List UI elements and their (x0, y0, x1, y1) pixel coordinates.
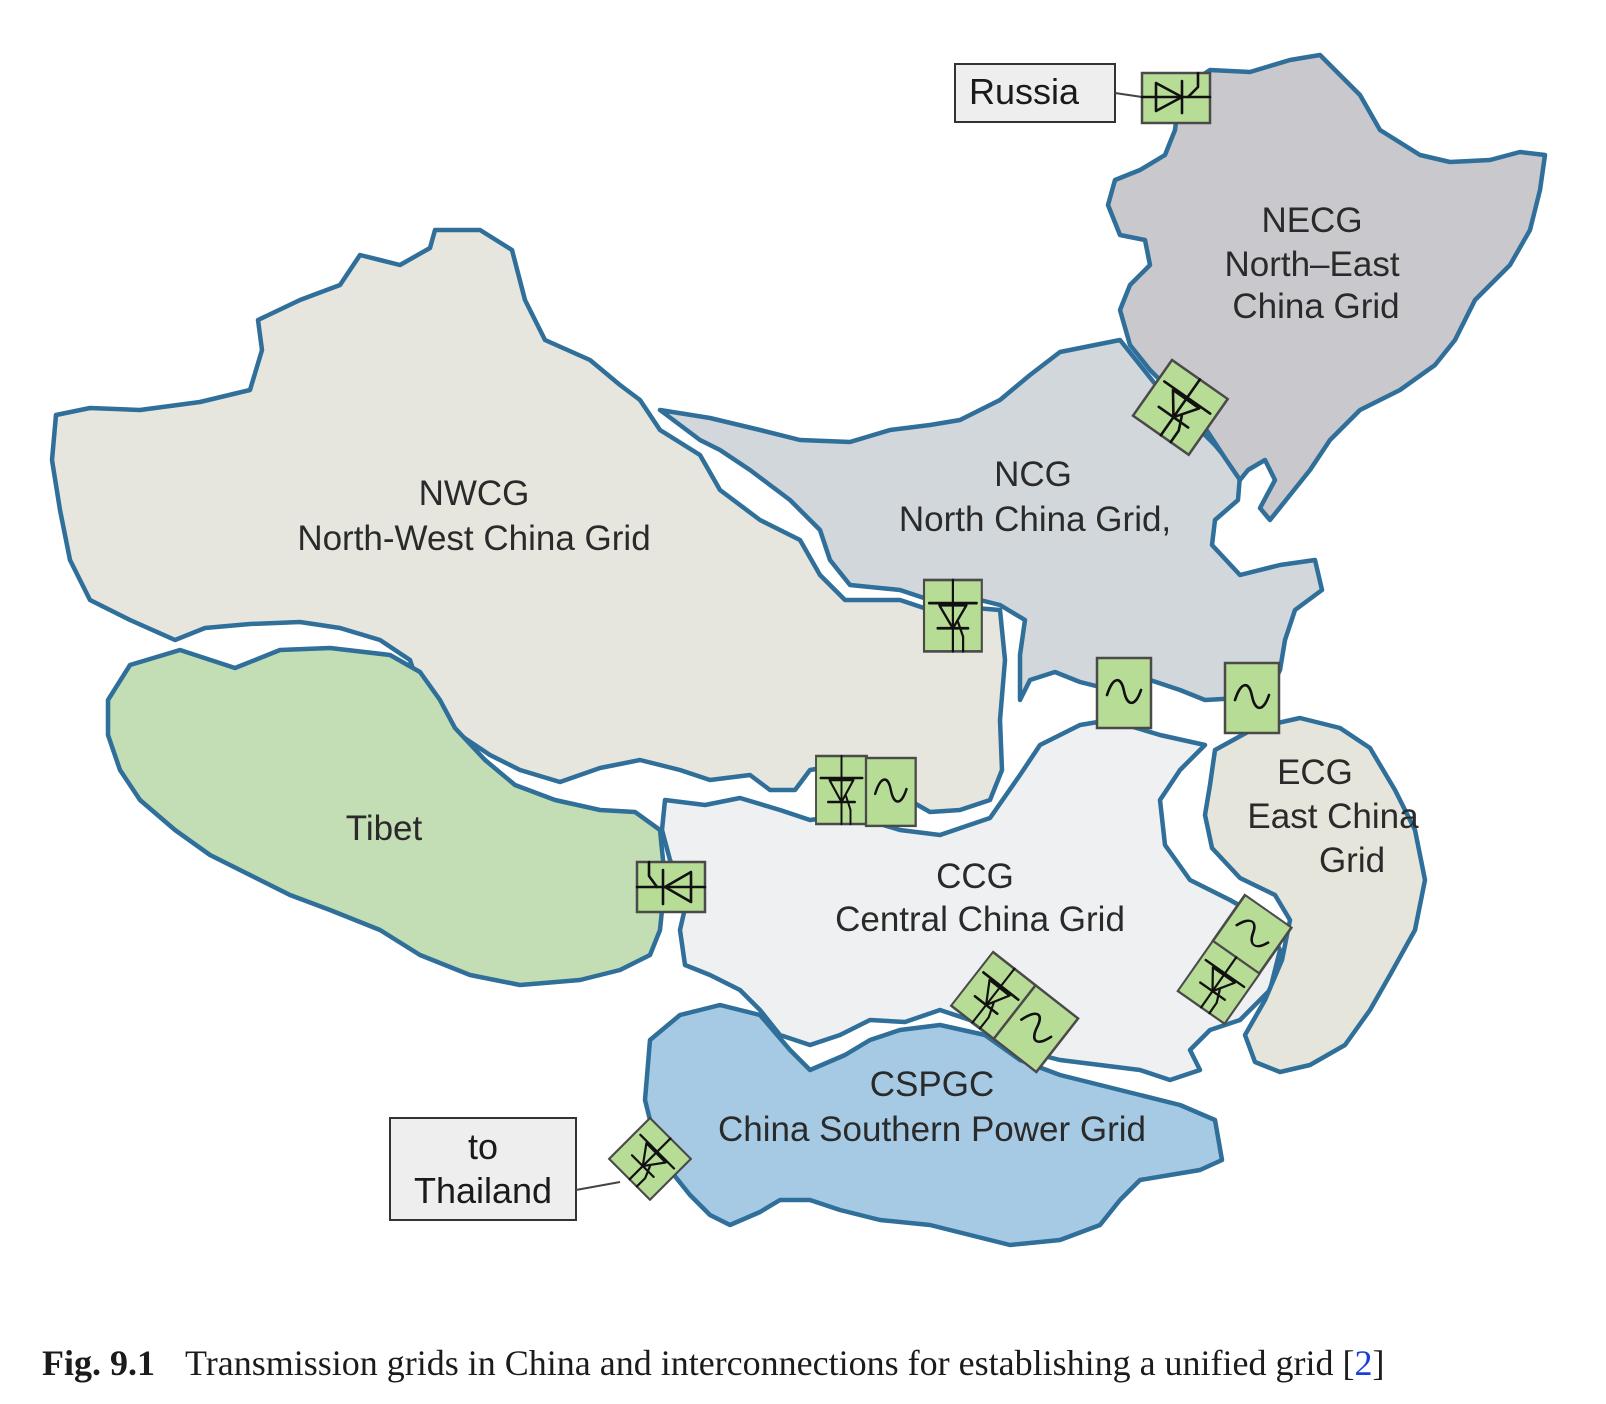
russia-label: Russia (969, 71, 1080, 112)
thailand-link-line (575, 1181, 621, 1191)
hvdc-converter-icon (1140, 71, 1212, 125)
cspgc-region (642, 1002, 1225, 1248)
tibet-label: Tibet (346, 809, 423, 848)
figure-caption: Fig. 9.1 Transmission grids in China and … (42, 1342, 1582, 1384)
ncg-name-label: North China Grid, (899, 500, 1171, 539)
ncg-abbr-label: NCG (994, 455, 1072, 494)
figure-number: Fig. 9.1 (42, 1343, 155, 1383)
thailand-box: to Thailand (389, 1117, 621, 1221)
ecg-region (1202, 715, 1428, 1075)
necg-abbr-label: NECG (1261, 201, 1362, 240)
necg-name-line1: North–East (1224, 245, 1399, 284)
thailand-label-line2: Thailand (414, 1170, 552, 1211)
citation-link[interactable]: 2 (1354, 1343, 1373, 1383)
russia-link-line (1114, 92, 1143, 98)
hvdc-converter-icon (814, 754, 869, 826)
hvdc-converter-icon (635, 860, 707, 914)
ac-link-icon (1095, 656, 1153, 730)
caption-close: ] (1372, 1343, 1385, 1383)
nwcg-name-label: North-West China Grid (297, 519, 650, 558)
cspgc-abbr-label: CSPGC (870, 1065, 994, 1104)
caption-text: Transmission grids in China and intercon… (185, 1343, 1355, 1383)
ac-link-icon (1223, 661, 1281, 735)
russia-box: Russia (954, 63, 1143, 123)
ccg-region (659, 717, 1283, 1083)
cspgc-name-label: China Southern Power Grid (718, 1110, 1146, 1149)
ecg-abbr-label: ECG (1277, 753, 1353, 792)
tibet-region (105, 645, 668, 988)
china-grid-map: NECG North–East China Grid NCG North Chi… (49, 52, 1548, 1248)
ecg-name-line2: Grid (1319, 841, 1385, 880)
hvdc-converter-icon (922, 578, 984, 653)
ac-link-icon (864, 756, 917, 828)
ccg-abbr-label: CCG (936, 857, 1014, 896)
ccg-name-label: Central China Grid (835, 900, 1125, 939)
nwcg-region (49, 227, 1008, 815)
necg-name-line2: China Grid (1232, 287, 1399, 326)
ecg-name-line1: East China (1247, 797, 1419, 836)
thailand-label-line1: to (468, 1126, 498, 1167)
nwcg-abbr-label: NWCG (419, 474, 530, 513)
